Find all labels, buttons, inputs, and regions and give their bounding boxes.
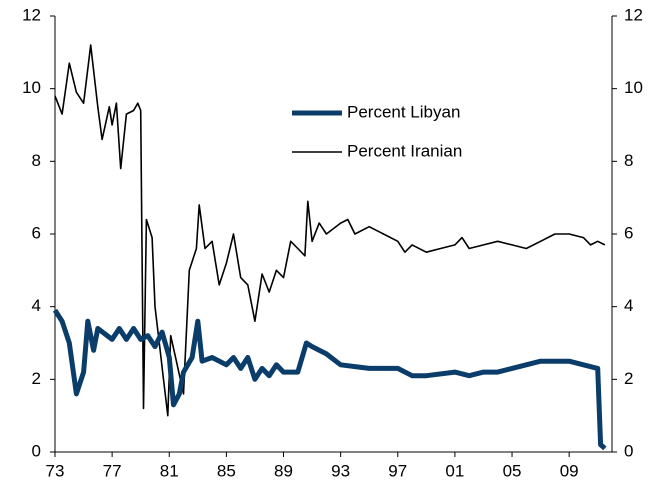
series-line: [54, 44, 606, 417]
x-tick-label: 05: [503, 461, 522, 480]
y2-tick-label: 2: [624, 369, 633, 388]
y-tick-label: 2: [32, 369, 41, 388]
y-tick-label: 10: [22, 78, 41, 97]
y-tick-label: 4: [32, 296, 41, 315]
y-tick-label: 12: [22, 5, 41, 24]
x-tick-label: 09: [560, 461, 579, 480]
legend-label: Percent Libyan: [347, 102, 460, 121]
series-line: [52, 308, 607, 451]
y-tick-label: 6: [32, 223, 41, 242]
y2-tick-label: 4: [624, 296, 633, 315]
y2-tick-label: 12: [624, 5, 643, 24]
y2-tick-label: 6: [624, 223, 633, 242]
y2-tick-label: 0: [624, 441, 633, 460]
y2-tick-label: 10: [624, 78, 643, 97]
x-tick-label: 77: [103, 461, 122, 480]
x-tick-label: 81: [160, 461, 179, 480]
x-tick-label: 93: [331, 461, 350, 480]
x-tick-label: 89: [274, 461, 293, 480]
y2-tick-label: 8: [624, 151, 633, 170]
x-tick-label: 01: [445, 461, 464, 480]
x-tick-label: 73: [46, 461, 65, 480]
x-tick-label: 85: [217, 461, 236, 480]
y-tick-label: 0: [32, 441, 41, 460]
x-tick-label: 97: [388, 461, 407, 480]
y-tick-label: 8: [32, 151, 41, 170]
legend-label: Percent Iranian: [347, 141, 462, 160]
